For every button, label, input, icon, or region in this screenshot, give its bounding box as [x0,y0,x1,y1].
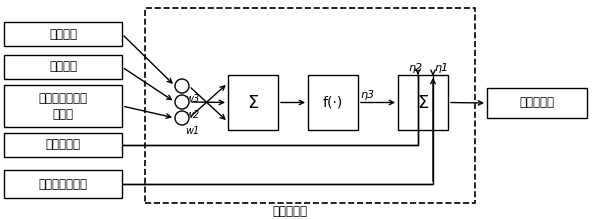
Bar [228,75,278,130]
Text: Σ: Σ [247,94,259,112]
Text: 工作方式优先级: 工作方式优先级 [39,178,88,191]
Bar [4,22,122,46]
Bar [4,133,122,157]
Text: 任务截止期: 任务截止期 [45,139,80,152]
Bar [4,85,122,127]
Bar [398,75,448,130]
Text: 目标属性: 目标属性 [49,28,77,40]
Text: w3: w3 [185,94,199,104]
Bar [487,88,587,118]
Text: Σ: Σ [417,94,429,112]
Text: f(·): f(·) [323,95,343,110]
Text: w2: w2 [185,110,199,120]
Text: η1: η1 [434,63,448,73]
Circle shape [175,95,189,109]
Circle shape [175,79,189,93]
Circle shape [175,111,189,125]
Bar [145,8,475,203]
Text: 优先级分析: 优先级分析 [272,205,307,218]
Text: w1: w1 [185,126,199,136]
Bar [4,170,122,198]
Text: η2: η2 [408,63,422,73]
Bar [4,55,122,79]
Text: 目标角速度、角
加速度: 目标角速度、角 加速度 [39,92,88,121]
Text: 目标频率: 目标频率 [49,61,77,73]
Bar [308,75,358,130]
Text: η3: η3 [360,90,374,101]
Text: 综合优先级: 综合优先级 [520,97,555,110]
